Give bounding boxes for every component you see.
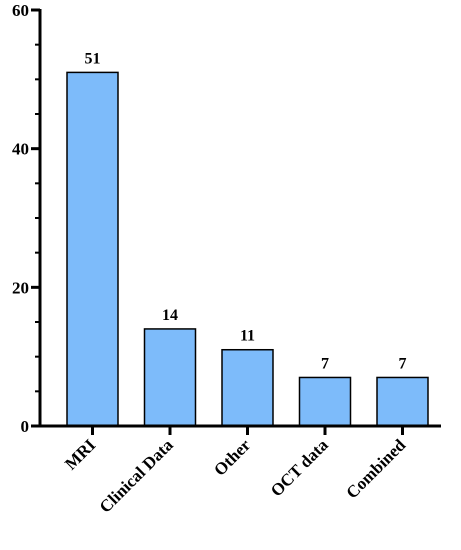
data-label: 11 xyxy=(240,328,255,345)
bars: 51 14 11 7 7 xyxy=(66,50,429,427)
y-tick-label: 20 xyxy=(12,278,29,297)
bar xyxy=(66,71,119,427)
bar xyxy=(221,348,274,427)
data-label: 51 xyxy=(85,50,101,67)
y-tick-label: 40 xyxy=(12,140,29,159)
x-tick-label: OCT data xyxy=(267,435,332,500)
bar xyxy=(298,376,352,427)
data-label: 7 xyxy=(321,355,329,372)
bar xyxy=(376,376,429,427)
data-label: 14 xyxy=(162,307,178,324)
x-tick-label: Other xyxy=(210,435,254,479)
y-tick-label: 60 xyxy=(12,1,29,20)
x-tick-label: MRI xyxy=(61,435,99,473)
x-tick-label: Clinical Data xyxy=(96,435,178,517)
x-tick-label: Combined xyxy=(342,435,409,502)
y-axis: 0 20 40 60 xyxy=(12,1,42,436)
y-tick-label: 0 xyxy=(21,417,30,436)
data-label: 7 xyxy=(399,355,407,372)
bar xyxy=(143,328,197,427)
